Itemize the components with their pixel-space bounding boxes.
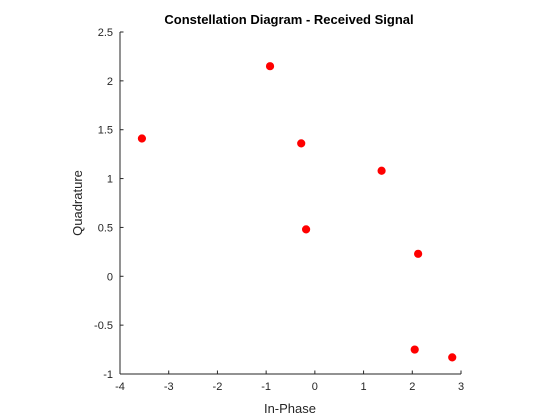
chart-title: Constellation Diagram - Received Signal [164, 12, 413, 27]
x-tick-label: 2 [409, 381, 415, 393]
data-points [137, 62, 457, 362]
x-tick-label: 1 [361, 381, 367, 393]
data-point [410, 345, 419, 354]
x-tick-label: 3 [458, 381, 464, 393]
x-axis-label: In-Phase [264, 401, 316, 416]
data-point [301, 225, 311, 234]
y-tick-label: -1 [103, 369, 113, 381]
x-tick-label: -2 [213, 381, 223, 393]
data-point [377, 166, 386, 175]
y-tick-label: 0 [107, 271, 113, 283]
x-tick-label: -1 [261, 381, 271, 393]
y-tick-label: 2.5 [98, 27, 113, 39]
x-tick-label: -3 [164, 381, 174, 393]
data-point [265, 62, 275, 71]
data-point [414, 249, 423, 258]
data-point [448, 353, 457, 362]
y-tick-label: -0.5 [94, 320, 113, 332]
data-point [297, 139, 306, 148]
data-point [137, 134, 147, 143]
y-tick-label: 1 [107, 174, 113, 186]
axes: -4 -3 -2 -1 0 1 2 3 -1 -0.5 0 0.5 1 1.5 2 2.5 [94, 27, 464, 393]
y-axis-label: Quadrature [70, 170, 85, 236]
x-tick-label: -4 [115, 381, 125, 393]
plot-area [120, 32, 461, 374]
y-tick-label: 1.5 [98, 125, 113, 137]
x-tick-label: 0 [312, 381, 318, 393]
y-tick-label: 2 [107, 76, 113, 88]
y-tick-label: 0.5 [98, 222, 113, 234]
